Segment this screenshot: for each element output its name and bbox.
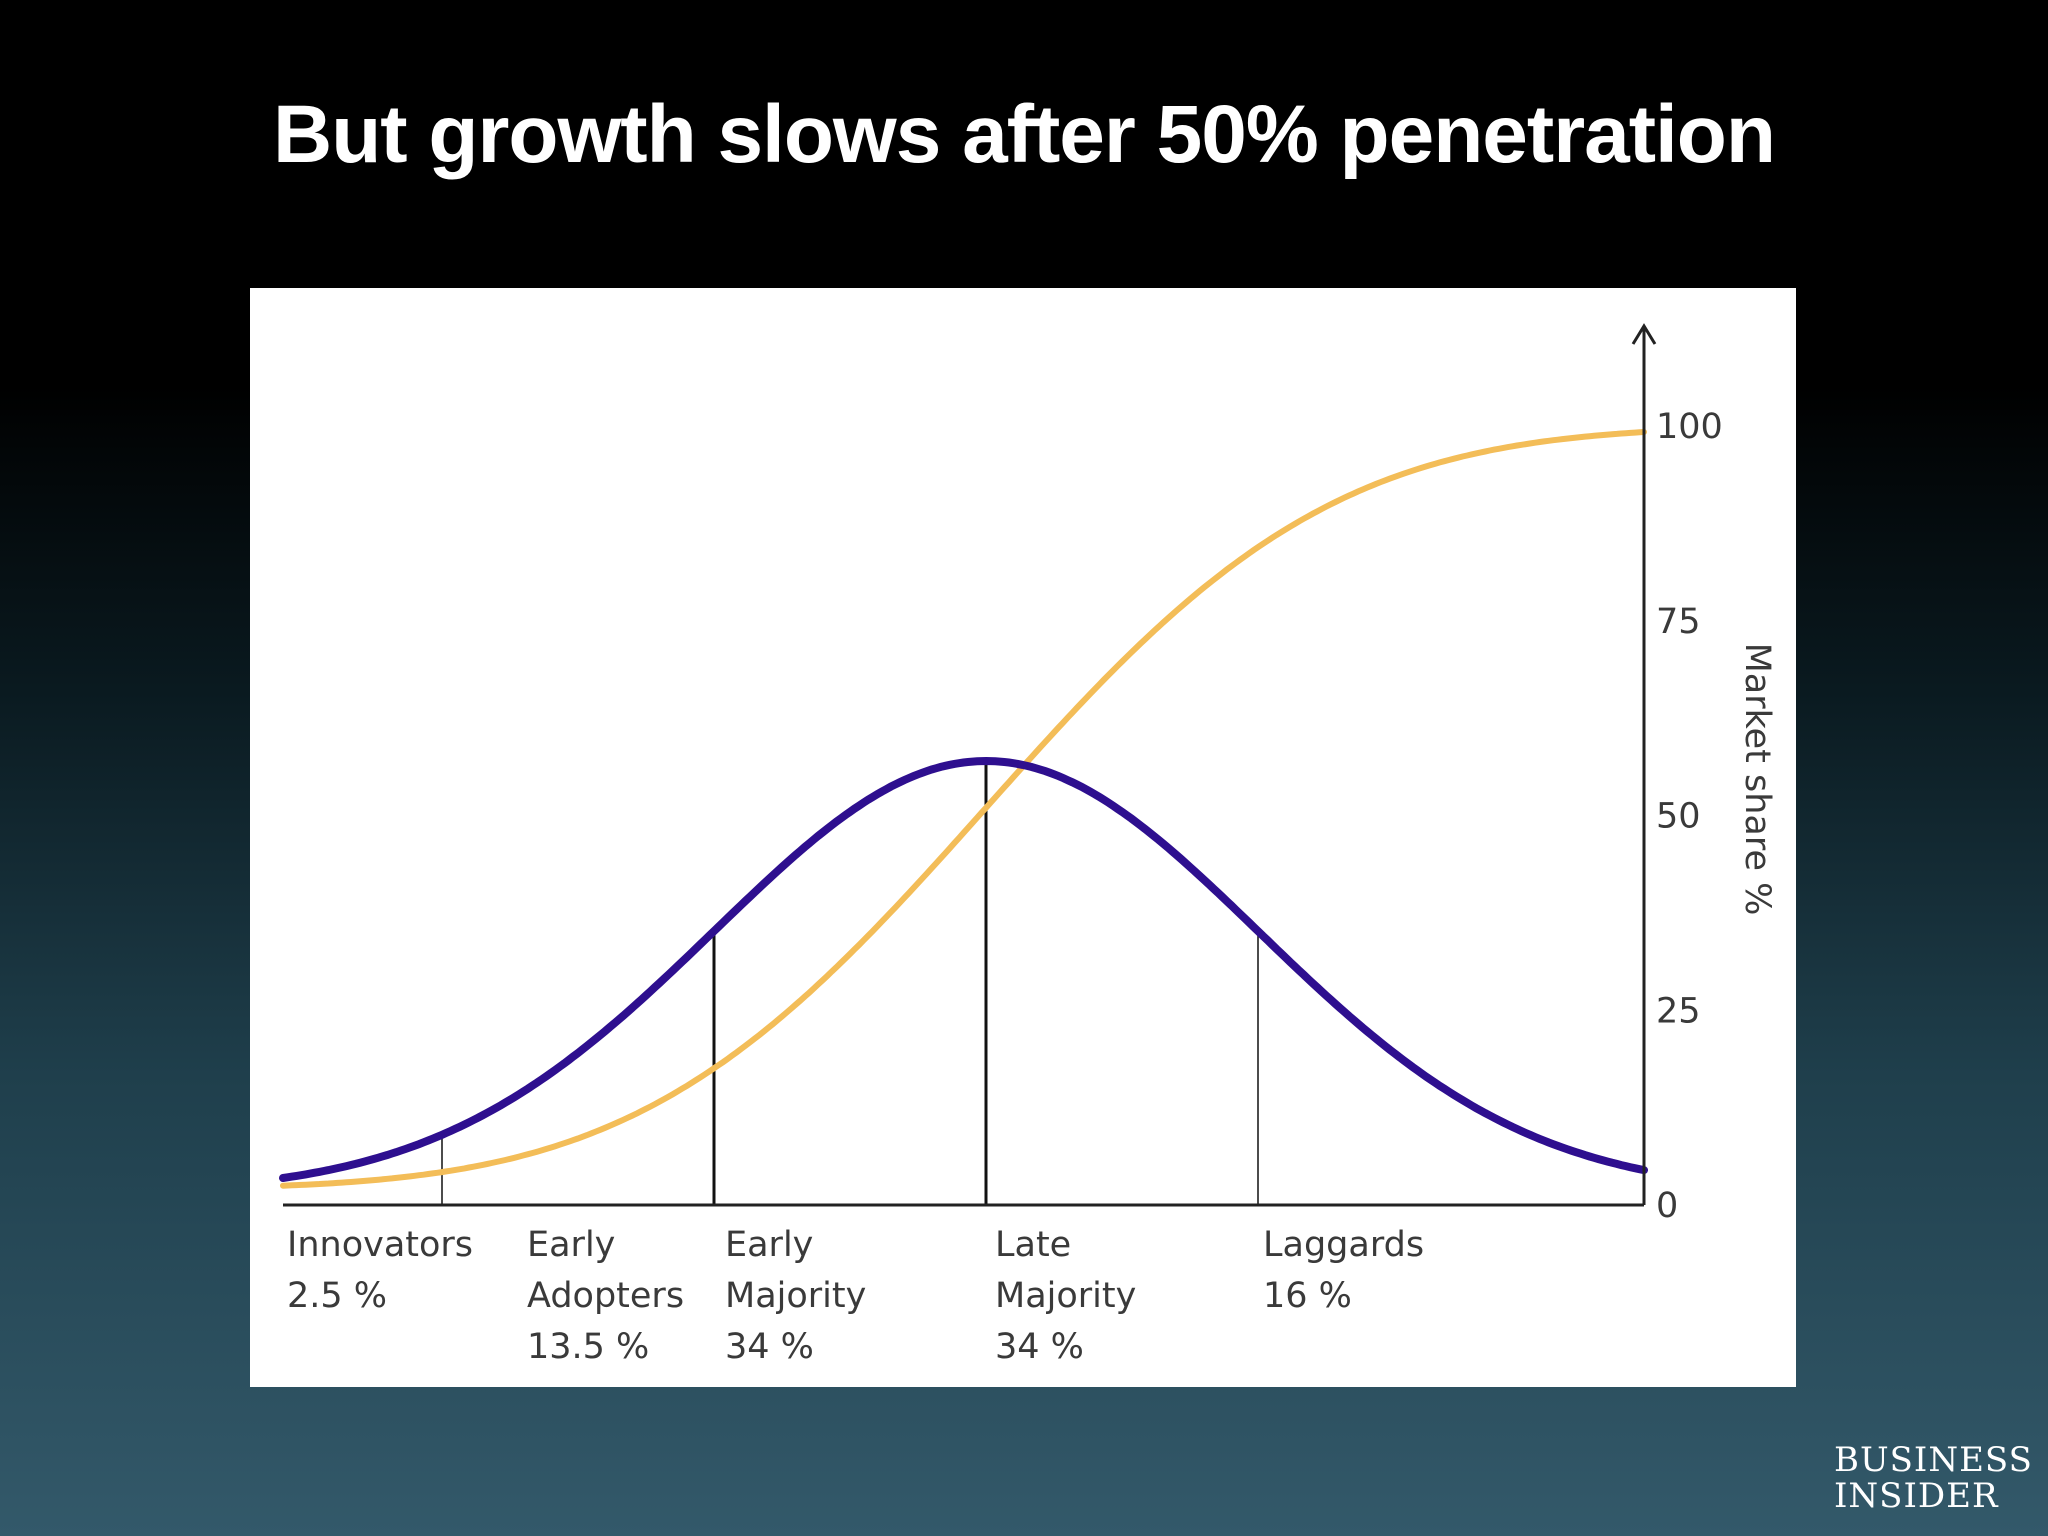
segment-boundaries (441, 761, 1259, 1205)
segment-label-line: 34 % (725, 1327, 814, 1367)
logo-line-2: INSIDER (1834, 1476, 1999, 1516)
segment-label-line: 2.5 % (287, 1276, 387, 1316)
y-tick-label: 75 (1656, 602, 1701, 642)
business-insider-logo: BUSINESS INSIDER (1834, 1440, 2033, 1516)
segment-label-line: 16 % (1263, 1276, 1352, 1316)
y-tick-label: 50 (1656, 797, 1701, 837)
segment-label-4: Late Majority 34 % (995, 1225, 1136, 1367)
segment-label-line: Laggards (1263, 1225, 1424, 1265)
segment-label-line: Majority (725, 1276, 866, 1316)
segment-label-line: Early (725, 1225, 813, 1265)
segment-label-5: Laggards 16 % (1263, 1225, 1424, 1316)
segment-label-line: Early (527, 1225, 615, 1265)
segment-label-line: Adopters (527, 1276, 684, 1316)
segment-label-line: 13.5 % (527, 1327, 649, 1367)
adoption-curve (279, 756, 1648, 1182)
y-axis-title: Market share % (1737, 643, 1777, 916)
segment-label-1: Innovators 2.5 % (287, 1225, 473, 1316)
axes: 0 25 50 75 100 Market share % (283, 323, 1777, 1226)
segment-label-line: Majority (995, 1276, 1136, 1316)
segment-label-line: Late (995, 1225, 1071, 1265)
logo-line-1: BUSINESS (1834, 1440, 2033, 1480)
y-tick-label: 25 (1656, 991, 1701, 1031)
segment-labels: Innovators 2.5 % Early Adopters 13.5 % Early M… (287, 1225, 1424, 1367)
y-axis-arrow-icon (1631, 323, 1657, 345)
chart-panel: Innovators 2.5 % Early Adopters 13.5 % Early M… (250, 288, 1796, 1387)
y-tick-label: 0 (1656, 1186, 1678, 1226)
segment-label-3: Early Majority 34 % (725, 1225, 866, 1367)
y-tick-label: 100 (1656, 407, 1723, 447)
market-share-curve (280, 429, 1647, 1189)
segment-label-2: Early Adopters 13.5 % (527, 1225, 684, 1367)
segment-label-line: Innovators (287, 1225, 473, 1265)
segment-label-line: 34 % (995, 1327, 1084, 1367)
diffusion-chart: Innovators 2.5 % Early Adopters 13.5 % Early M… (279, 323, 1777, 1367)
curves (279, 429, 1648, 1189)
slide-title: But growth slows after 50% penetration (273, 89, 1776, 180)
